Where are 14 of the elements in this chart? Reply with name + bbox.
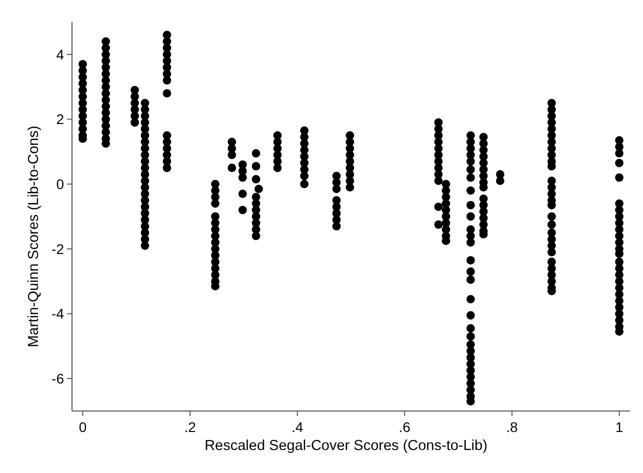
x-tick-label: .8 bbox=[506, 419, 518, 435]
x-tick-label: .2 bbox=[184, 419, 196, 435]
y-tick-label: -4 bbox=[52, 306, 64, 322]
x-tick-label: .4 bbox=[292, 419, 304, 435]
x-tick-label: 0 bbox=[78, 419, 87, 435]
x-axis-title: Rescaled Segal-Cover Scores (Cons-to-Lib) bbox=[204, 438, 488, 454]
x-tick-label: 1 bbox=[615, 419, 624, 435]
x-tick-label: .6 bbox=[398, 419, 411, 435]
y-axis-title: Martin-Quinn Scores (Lib-to-Cons) bbox=[26, 126, 42, 348]
y-tick-label: 4 bbox=[56, 46, 64, 62]
y-tick-label: -6 bbox=[52, 370, 64, 386]
y-tick-label: 2 bbox=[56, 111, 64, 128]
y-tick-label: 0 bbox=[56, 176, 64, 192]
y-tick-label: -2 bbox=[52, 240, 64, 257]
